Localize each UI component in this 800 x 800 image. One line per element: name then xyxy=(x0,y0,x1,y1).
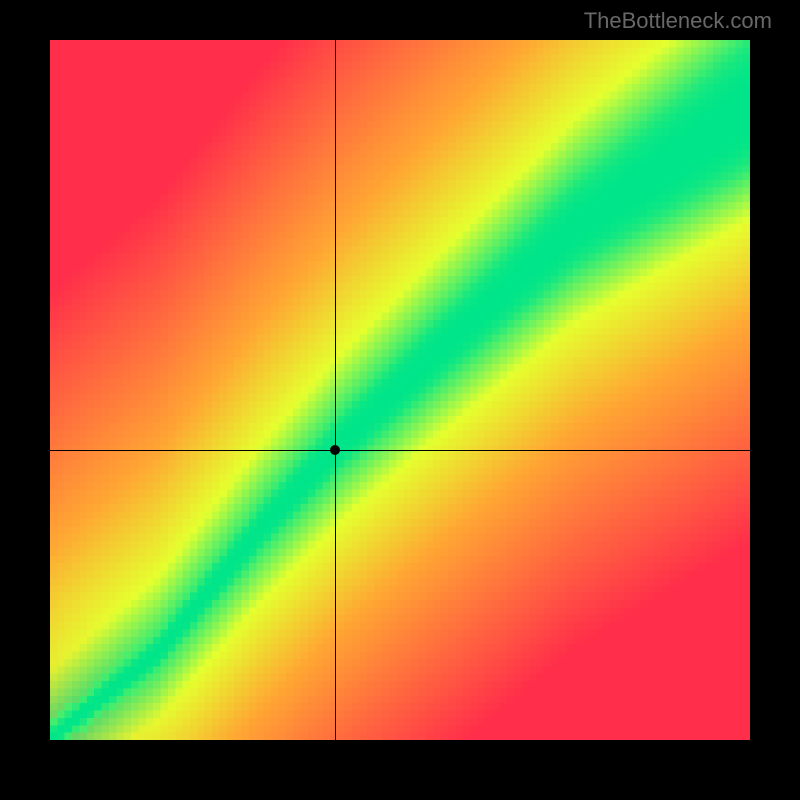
data-point-marker xyxy=(330,445,340,455)
crosshair-vertical xyxy=(335,40,336,740)
watermark-text: TheBottleneck.com xyxy=(584,8,772,34)
heatmap-plot xyxy=(50,40,750,740)
heatmap-canvas xyxy=(50,40,750,740)
crosshair-horizontal xyxy=(50,450,750,451)
